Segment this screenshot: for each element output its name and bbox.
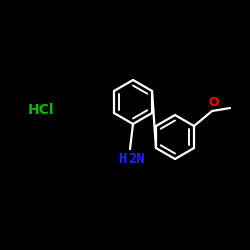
Text: H: H [118, 152, 126, 166]
Text: HCl: HCl [28, 103, 54, 117]
Text: 2N: 2N [128, 152, 146, 166]
Text: O: O [209, 96, 219, 110]
